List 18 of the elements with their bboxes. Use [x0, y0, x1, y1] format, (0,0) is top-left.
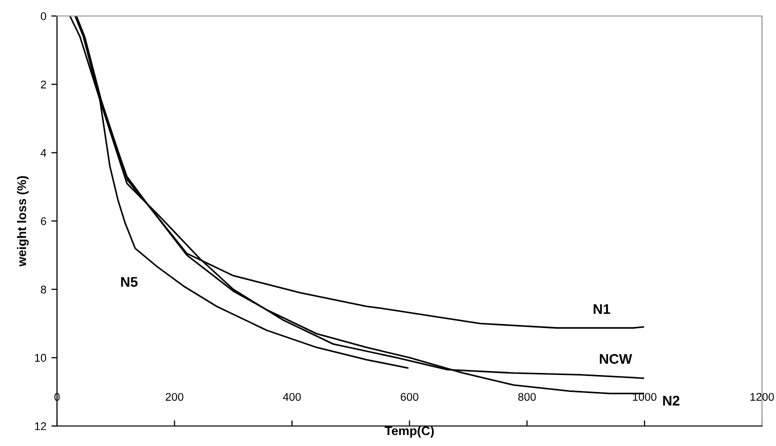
x-tick-label: 1200 — [750, 392, 774, 401]
y-tick-label: 12 — [35, 422, 46, 430]
x-tick-label: 600 — [400, 392, 418, 401]
series-label: N2 — [663, 396, 680, 406]
y-tick-label: 2 — [40, 80, 46, 88]
y-tick-label: 10 — [35, 354, 46, 362]
series-label: N5 — [121, 277, 138, 287]
x-axis-title: Temp(C) — [384, 426, 434, 438]
y-tick-label: 8 — [40, 286, 46, 294]
series-label: NCW — [600, 354, 632, 364]
y-tick-label: 4 — [40, 149, 46, 157]
y-tick-label: 6 — [40, 217, 46, 226]
x-tick-label: 400 — [282, 392, 301, 401]
x-tick-label: 200 — [166, 392, 184, 401]
y-tick-label: 0 — [40, 12, 46, 20]
series-label: N1 — [594, 304, 610, 314]
y-axis-title: weight loss (%) — [16, 176, 29, 267]
x-tick-label: 800 — [518, 392, 536, 401]
